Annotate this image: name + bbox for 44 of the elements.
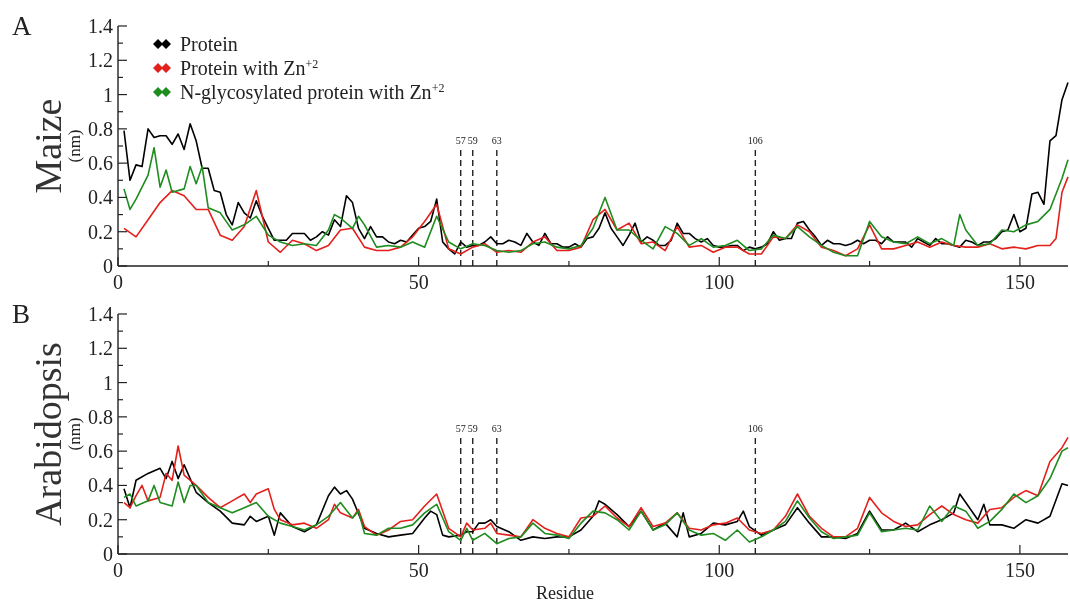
legend-label: Protein with Zn$^{+2}$ (180, 57, 319, 79)
y-tick-label: 1.4 (88, 15, 113, 37)
y-tick-label: 0.2 (88, 508, 113, 531)
y-tick-label: 1.2 (88, 337, 113, 360)
y-tick-label: 1.4 (88, 303, 113, 325)
y-tick-label: 0.6 (88, 440, 113, 463)
ref-line-label: 106 (747, 423, 763, 434)
x-tick-label: 150 (1004, 271, 1035, 293)
y-tick-label: 0.8 (88, 117, 113, 140)
legend-label: N-glycosylated protein with Zn$^{+2}$ (180, 81, 445, 104)
ref-line-label: 57 (455, 135, 466, 146)
y-tick-label: 1 (103, 371, 113, 394)
x-tick-label: 100 (704, 271, 735, 293)
ref-line-label: 106 (747, 135, 763, 146)
y-tick-label: 0.6 (88, 152, 113, 175)
y-tick-label: 0.8 (88, 405, 113, 428)
line-series (123, 446, 1069, 545)
x-tick-label: 150 (1004, 559, 1035, 581)
ref-line-label: 57 (455, 423, 466, 434)
line-series (123, 146, 1069, 257)
chart-title: B (12, 299, 31, 329)
y-tick-label: 0.4 (88, 474, 113, 497)
chart-title: A (12, 11, 32, 41)
ref-line-label: 63 (491, 135, 502, 146)
ref-line-label: 63 (491, 423, 502, 434)
y-tick-label: 0 (103, 255, 113, 277)
legend-label: Protein (180, 33, 238, 55)
line-series (123, 460, 1069, 542)
y-tick-label: 0.4 (88, 186, 113, 209)
ref-line-label: 59 (467, 423, 478, 434)
y-axis-title: Maize (nm) (27, 98, 84, 194)
y-tick-label: 1.2 (88, 49, 113, 72)
x-axis-title: Residue (536, 583, 594, 603)
y-axis-title: Arabidopsis (nm) (27, 342, 84, 526)
x-tick-label: 50 (408, 271, 429, 293)
y-tick-label: 1 (103, 83, 113, 106)
line-series (123, 176, 1069, 257)
y-tick-label: 0.2 (88, 220, 113, 243)
y-tick-label: 0 (103, 543, 113, 565)
x-tick-label: 100 (704, 559, 735, 581)
line-series (123, 81, 1069, 255)
x-tick-label: 50 (408, 559, 429, 581)
line-series (123, 436, 1069, 538)
ref-line-label: 59 (467, 135, 478, 146)
